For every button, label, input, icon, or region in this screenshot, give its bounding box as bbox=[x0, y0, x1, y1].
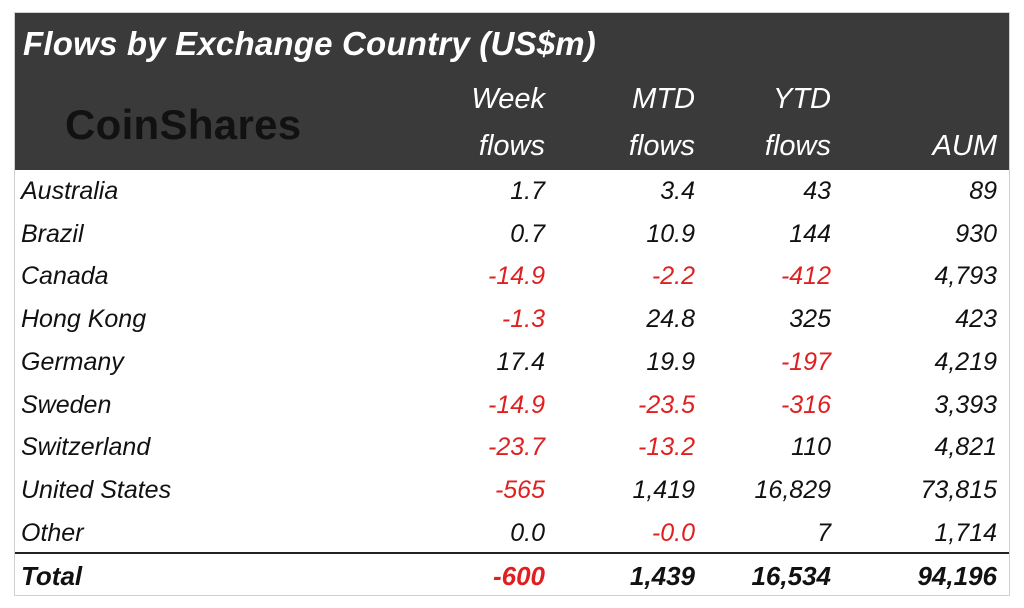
country-label: United States bbox=[21, 475, 172, 504]
coinshares-logo: CoinShares bbox=[65, 101, 302, 148]
cell-mtd: 3.4 bbox=[660, 177, 695, 205]
table-row: Hong Kong -1.3 24.8 325 423 bbox=[15, 298, 1009, 340]
cell-week: 17.4 bbox=[496, 347, 545, 376]
total-aum: 94,196 bbox=[917, 561, 997, 591]
cell-aum: 423 bbox=[955, 305, 997, 334]
col-aum-line2: AUM bbox=[932, 130, 997, 162]
cell-ytd: 144 bbox=[789, 219, 831, 248]
table-row: Germany 17.4 19.9 -197 4,219 bbox=[15, 341, 1009, 383]
country-label: Hong Kong bbox=[21, 305, 147, 334]
total-ytd: 16,534 bbox=[751, 561, 831, 591]
cell-ytd: -197 bbox=[780, 347, 831, 376]
col-ytd-line2: flows bbox=[764, 130, 831, 162]
cell-mtd: -13.2 bbox=[638, 433, 695, 462]
country-label: Switzerland bbox=[21, 433, 151, 462]
cell-week: -14.9 bbox=[488, 262, 545, 291]
table-title: Flows by Exchange Country (US$m) bbox=[23, 25, 596, 62]
country-label: Sweden bbox=[21, 390, 112, 419]
cell-ytd: 110 bbox=[791, 433, 831, 462]
cell-ytd: 16,829 bbox=[754, 475, 831, 504]
cell-aum: 1,714 bbox=[934, 518, 997, 547]
cell-aum: 930 bbox=[955, 219, 997, 248]
col-ytd-line1: YTD bbox=[773, 83, 831, 115]
cell-aum: 89 bbox=[969, 177, 997, 205]
cell-week: -565 bbox=[494, 475, 545, 504]
cell-ytd: 43 bbox=[803, 177, 831, 205]
table-row: Other 0.0 -0.0 7 1,714 bbox=[15, 512, 1009, 554]
table-row: Brazil 0.7 10.9 144 930 bbox=[15, 213, 1009, 255]
cell-week: 0.7 bbox=[510, 219, 545, 248]
cell-mtd: 24.8 bbox=[646, 305, 695, 334]
col-mtd-line1: MTD bbox=[632, 83, 695, 115]
country-label: Australia bbox=[21, 177, 119, 205]
cell-week: -1.3 bbox=[501, 305, 545, 334]
cell-aum: 4,821 bbox=[934, 433, 997, 462]
cell-aum: 4,219 bbox=[934, 347, 997, 376]
cell-mtd: 10.9 bbox=[646, 219, 695, 248]
country-label: Germany bbox=[21, 347, 124, 376]
table-row: Canada -14.9 -2.2 -412 4,793 bbox=[15, 255, 1009, 297]
cell-ytd: -316 bbox=[780, 390, 831, 419]
total-week: -600 bbox=[492, 561, 545, 591]
table-row: United States -565 1,419 16,829 73,815 bbox=[15, 469, 1009, 511]
total-row: Total -600 1,439 16,534 94,196 bbox=[15, 555, 1009, 597]
cell-week: 0.0 bbox=[510, 518, 545, 547]
flows-table: Flows by Exchange Country (US$m) CoinSha… bbox=[14, 12, 1010, 596]
cell-ytd: -412 bbox=[780, 262, 831, 291]
cell-ytd: 325 bbox=[789, 305, 831, 334]
country-label: Brazil bbox=[21, 219, 84, 248]
cell-mtd: -2.2 bbox=[651, 262, 695, 291]
cell-mtd: 19.9 bbox=[646, 347, 695, 376]
col-mtd-line2: flows bbox=[628, 130, 695, 162]
total-divider bbox=[15, 552, 1009, 554]
cell-week: 1.7 bbox=[510, 177, 545, 205]
cell-aum: 3,393 bbox=[934, 390, 997, 419]
cell-week: -23.7 bbox=[488, 433, 545, 462]
table-row: Sweden -14.9 -23.5 -316 3,393 bbox=[15, 384, 1009, 426]
cell-mtd: 1,419 bbox=[632, 475, 695, 504]
cell-mtd: -0.0 bbox=[651, 518, 695, 547]
table-row: Switzerland -23.7 -13.2 110 4,821 bbox=[15, 426, 1009, 468]
country-label: Other bbox=[21, 518, 84, 547]
cell-week: -14.9 bbox=[488, 390, 545, 419]
total-label: Total bbox=[21, 561, 83, 591]
country-label: Canada bbox=[21, 262, 109, 291]
col-week-line1: Week bbox=[471, 83, 545, 115]
table-row: Australia 1.7 3.4 43 89 bbox=[15, 170, 1009, 212]
cell-aum: 4,793 bbox=[934, 262, 997, 291]
table-header: Flows by Exchange Country (US$m) CoinSha… bbox=[15, 13, 1009, 170]
cell-aum: 73,815 bbox=[920, 475, 997, 504]
col-week-line2: flows bbox=[478, 130, 545, 162]
total-mtd: 1,439 bbox=[629, 561, 695, 591]
cell-ytd: 7 bbox=[817, 518, 831, 547]
cell-mtd: -23.5 bbox=[638, 390, 695, 419]
